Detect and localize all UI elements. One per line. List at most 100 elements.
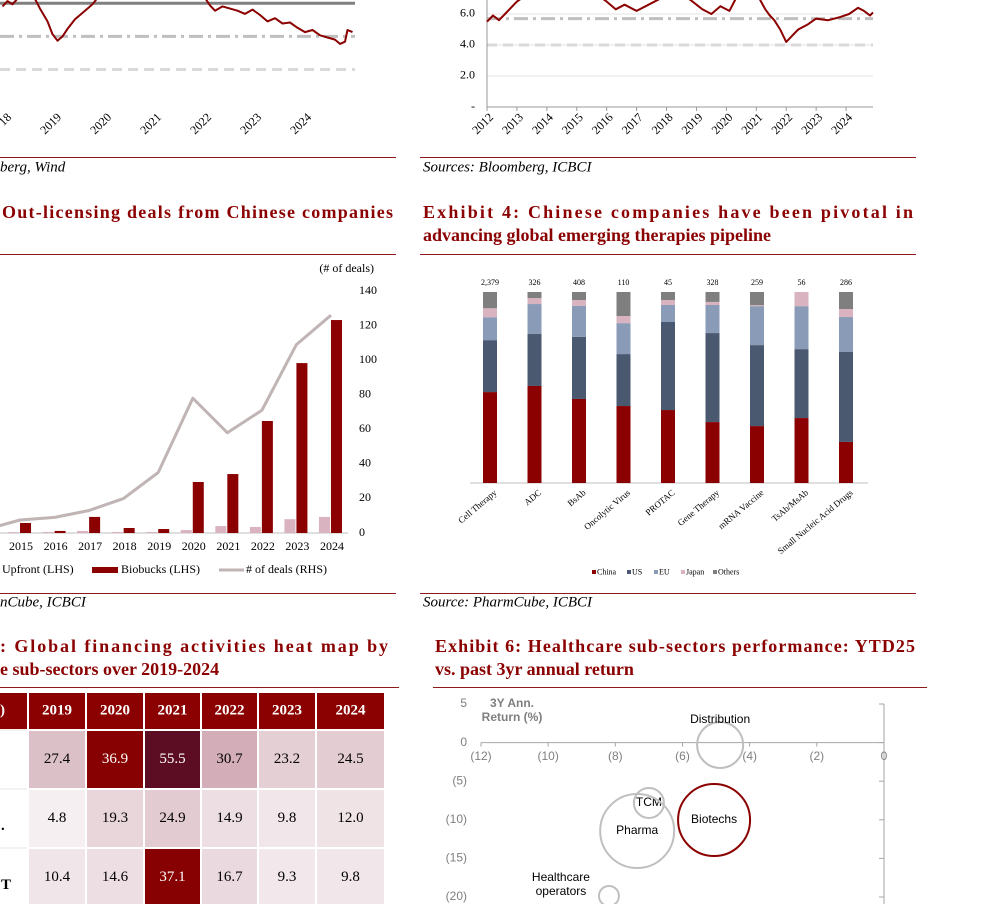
- x-tick-label: 2022: [768, 110, 795, 137]
- bar-segment: [705, 301, 720, 305]
- y-tick-label: (20): [446, 889, 467, 903]
- legend-swatch: [92, 567, 118, 573]
- x-tick-label: 2021: [216, 539, 240, 553]
- bar: [180, 530, 192, 533]
- legend-label: Upfront (LHS): [2, 562, 74, 576]
- x-tick-label: 2012: [469, 110, 496, 137]
- bar-segment: [483, 308, 497, 318]
- bar-segment: [527, 334, 542, 386]
- bar: [318, 516, 330, 533]
- x-tick-label: PROTAC: [644, 487, 677, 517]
- x-tick-label: 0: [881, 749, 888, 763]
- y-tick-label: 4.0: [460, 37, 475, 51]
- bar: [77, 530, 89, 533]
- bar-segment: [616, 292, 631, 317]
- bar-segment: [483, 340, 497, 393]
- header-text: 2021: [158, 702, 188, 718]
- bar-segment: [661, 292, 675, 301]
- combo-chart: (# of deals) 0 20 40 60 80 100 120 140 2015 2016 20…: [0, 261, 377, 576]
- bar-segment: [750, 426, 764, 483]
- price-line: [1, 0, 353, 45]
- x-tick-label: (12): [470, 749, 491, 763]
- bar: [192, 482, 204, 533]
- cell-value: 10.4: [44, 869, 71, 885]
- x-tick-label: 2020: [709, 110, 736, 137]
- y2-tick-label: 140: [359, 283, 377, 297]
- bar-segment: [794, 418, 809, 483]
- bar-segment: [572, 305, 586, 337]
- heat-cell: [143, 788, 202, 849]
- bubble: [696, 720, 745, 769]
- bar: [261, 420, 273, 533]
- bar-segment: [705, 422, 720, 483]
- header-text: 2019: [42, 702, 72, 718]
- total-label: 2,379: [481, 278, 499, 287]
- total-label: 259: [751, 278, 763, 287]
- x-tick-label: 2016: [44, 539, 68, 553]
- x-tick-label: Small Nucleic Acid Drugs: [776, 487, 855, 556]
- legend-label: Japan: [686, 567, 704, 576]
- y2-tick-label: 100: [359, 352, 377, 366]
- y-tick-label: (10): [446, 812, 467, 826]
- heat-cell: [85, 847, 145, 904]
- heat-cell: [257, 788, 317, 849]
- row-label: T: [1, 877, 11, 893]
- bar-segment: [661, 300, 675, 305]
- bar-segment: [527, 304, 542, 335]
- exhibit-title: vs. past 3yr annual return: [435, 659, 634, 679]
- cell-value: 16.7: [216, 869, 243, 885]
- bar: [54, 530, 66, 533]
- y2-tick-label: 120: [359, 317, 377, 331]
- bar: [227, 474, 239, 533]
- source: nCube, ICBCI: [0, 594, 87, 610]
- legend-swatch: [627, 570, 631, 574]
- row-label-cell: [0, 729, 29, 790]
- bubble: [632, 786, 665, 819]
- x-tick-label: ADC: [522, 487, 543, 507]
- y-tick-label: 5: [460, 696, 467, 710]
- bubble-chart: 3Y Ann.Return (%) 5 0 (5) (10) (15) (20) (12) (1…: [446, 696, 888, 904]
- bar-segment: [661, 410, 675, 483]
- bar-segment: [527, 292, 542, 299]
- x-tick-label: 2023: [237, 110, 264, 137]
- x-tick-label: 2021: [738, 110, 765, 137]
- x-tick-label: 2018: [649, 110, 676, 137]
- bar: [158, 529, 170, 533]
- bar-segment: [616, 323, 631, 355]
- x-tick-label: 2015: [9, 539, 33, 553]
- bar-segment: [661, 304, 675, 322]
- heat-cell: [315, 847, 386, 904]
- x-tick-label: 2022: [251, 539, 275, 553]
- heat-map-table: ) 2019 2020 2021 2022 2023 2024 27.4 36.9 55.5 30.…: [0, 691, 386, 904]
- total-label: 110: [618, 278, 630, 287]
- bar-segment: [750, 345, 764, 427]
- x-tick-label: 2021: [137, 110, 164, 137]
- bar: [111, 531, 123, 533]
- bar-segment: [483, 392, 497, 483]
- bar-segment: [616, 406, 631, 483]
- cell-value: 9.8: [278, 810, 297, 826]
- bar-segment: [572, 300, 586, 306]
- bar-segment: [839, 308, 853, 318]
- y2-tick-label: 80: [359, 386, 371, 400]
- bar: [249, 526, 261, 533]
- cell-value: 30.7: [216, 751, 243, 767]
- bubble-label: Biotechs: [691, 812, 737, 826]
- y-tick-label: (5): [452, 773, 467, 787]
- legend-label: EU: [659, 567, 670, 576]
- exhibit-title: Out-licensing deals from Chinese compani…: [2, 202, 393, 222]
- cell-value: 9.8: [341, 869, 360, 885]
- cell-value: 55.5: [159, 751, 185, 767]
- bar-segment: [572, 336, 586, 399]
- x-tick-label: (2): [809, 749, 824, 763]
- cell-value: 19.3: [102, 810, 128, 826]
- deals-line: [0, 314, 332, 528]
- bar-segment: [705, 292, 720, 302]
- cell-value: 9.3: [278, 869, 297, 885]
- x-tick-label: 2020: [182, 539, 206, 553]
- cell-value: 12.0: [337, 810, 363, 826]
- axis-title: (# of deals): [319, 261, 374, 275]
- bar-segment: [483, 292, 497, 309]
- cell-value: 36.9: [102, 751, 128, 767]
- total-label: 45: [664, 278, 672, 287]
